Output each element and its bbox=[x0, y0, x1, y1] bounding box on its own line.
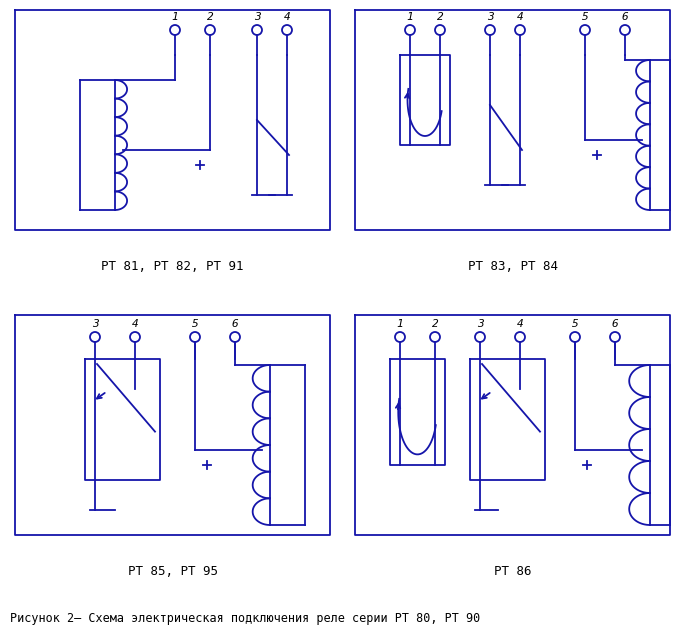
Text: 1: 1 bbox=[407, 12, 413, 22]
Text: 4: 4 bbox=[283, 12, 290, 22]
Text: РТ 85, РТ 95: РТ 85, РТ 95 bbox=[127, 565, 217, 578]
Text: 6: 6 bbox=[622, 12, 628, 22]
Text: 1: 1 bbox=[171, 12, 178, 22]
Text: 2: 2 bbox=[431, 319, 438, 329]
Text: 4: 4 bbox=[517, 12, 524, 22]
Text: РТ 83, РТ 84: РТ 83, РТ 84 bbox=[468, 260, 557, 273]
Text: 4: 4 bbox=[131, 319, 138, 329]
Text: 2: 2 bbox=[437, 12, 443, 22]
Text: 3: 3 bbox=[92, 319, 98, 329]
Text: 1: 1 bbox=[396, 319, 403, 329]
Text: РТ 81, РТ 82, РТ 91: РТ 81, РТ 82, РТ 91 bbox=[101, 260, 244, 273]
Text: Рисунок 2– Схема электрическая подключения реле серии РТ 80, РТ 90: Рисунок 2– Схема электрическая подключен… bbox=[10, 612, 480, 625]
Text: 3: 3 bbox=[477, 319, 484, 329]
Text: 5: 5 bbox=[192, 319, 198, 329]
Text: 3: 3 bbox=[254, 12, 260, 22]
Text: 6: 6 bbox=[232, 319, 238, 329]
Text: 6: 6 bbox=[612, 319, 619, 329]
Text: 3: 3 bbox=[486, 12, 493, 22]
Text: 2: 2 bbox=[206, 12, 213, 22]
Text: 5: 5 bbox=[581, 12, 588, 22]
Text: 4: 4 bbox=[517, 319, 524, 329]
Text: 5: 5 bbox=[572, 319, 579, 329]
Text: РТ 86: РТ 86 bbox=[494, 565, 531, 578]
